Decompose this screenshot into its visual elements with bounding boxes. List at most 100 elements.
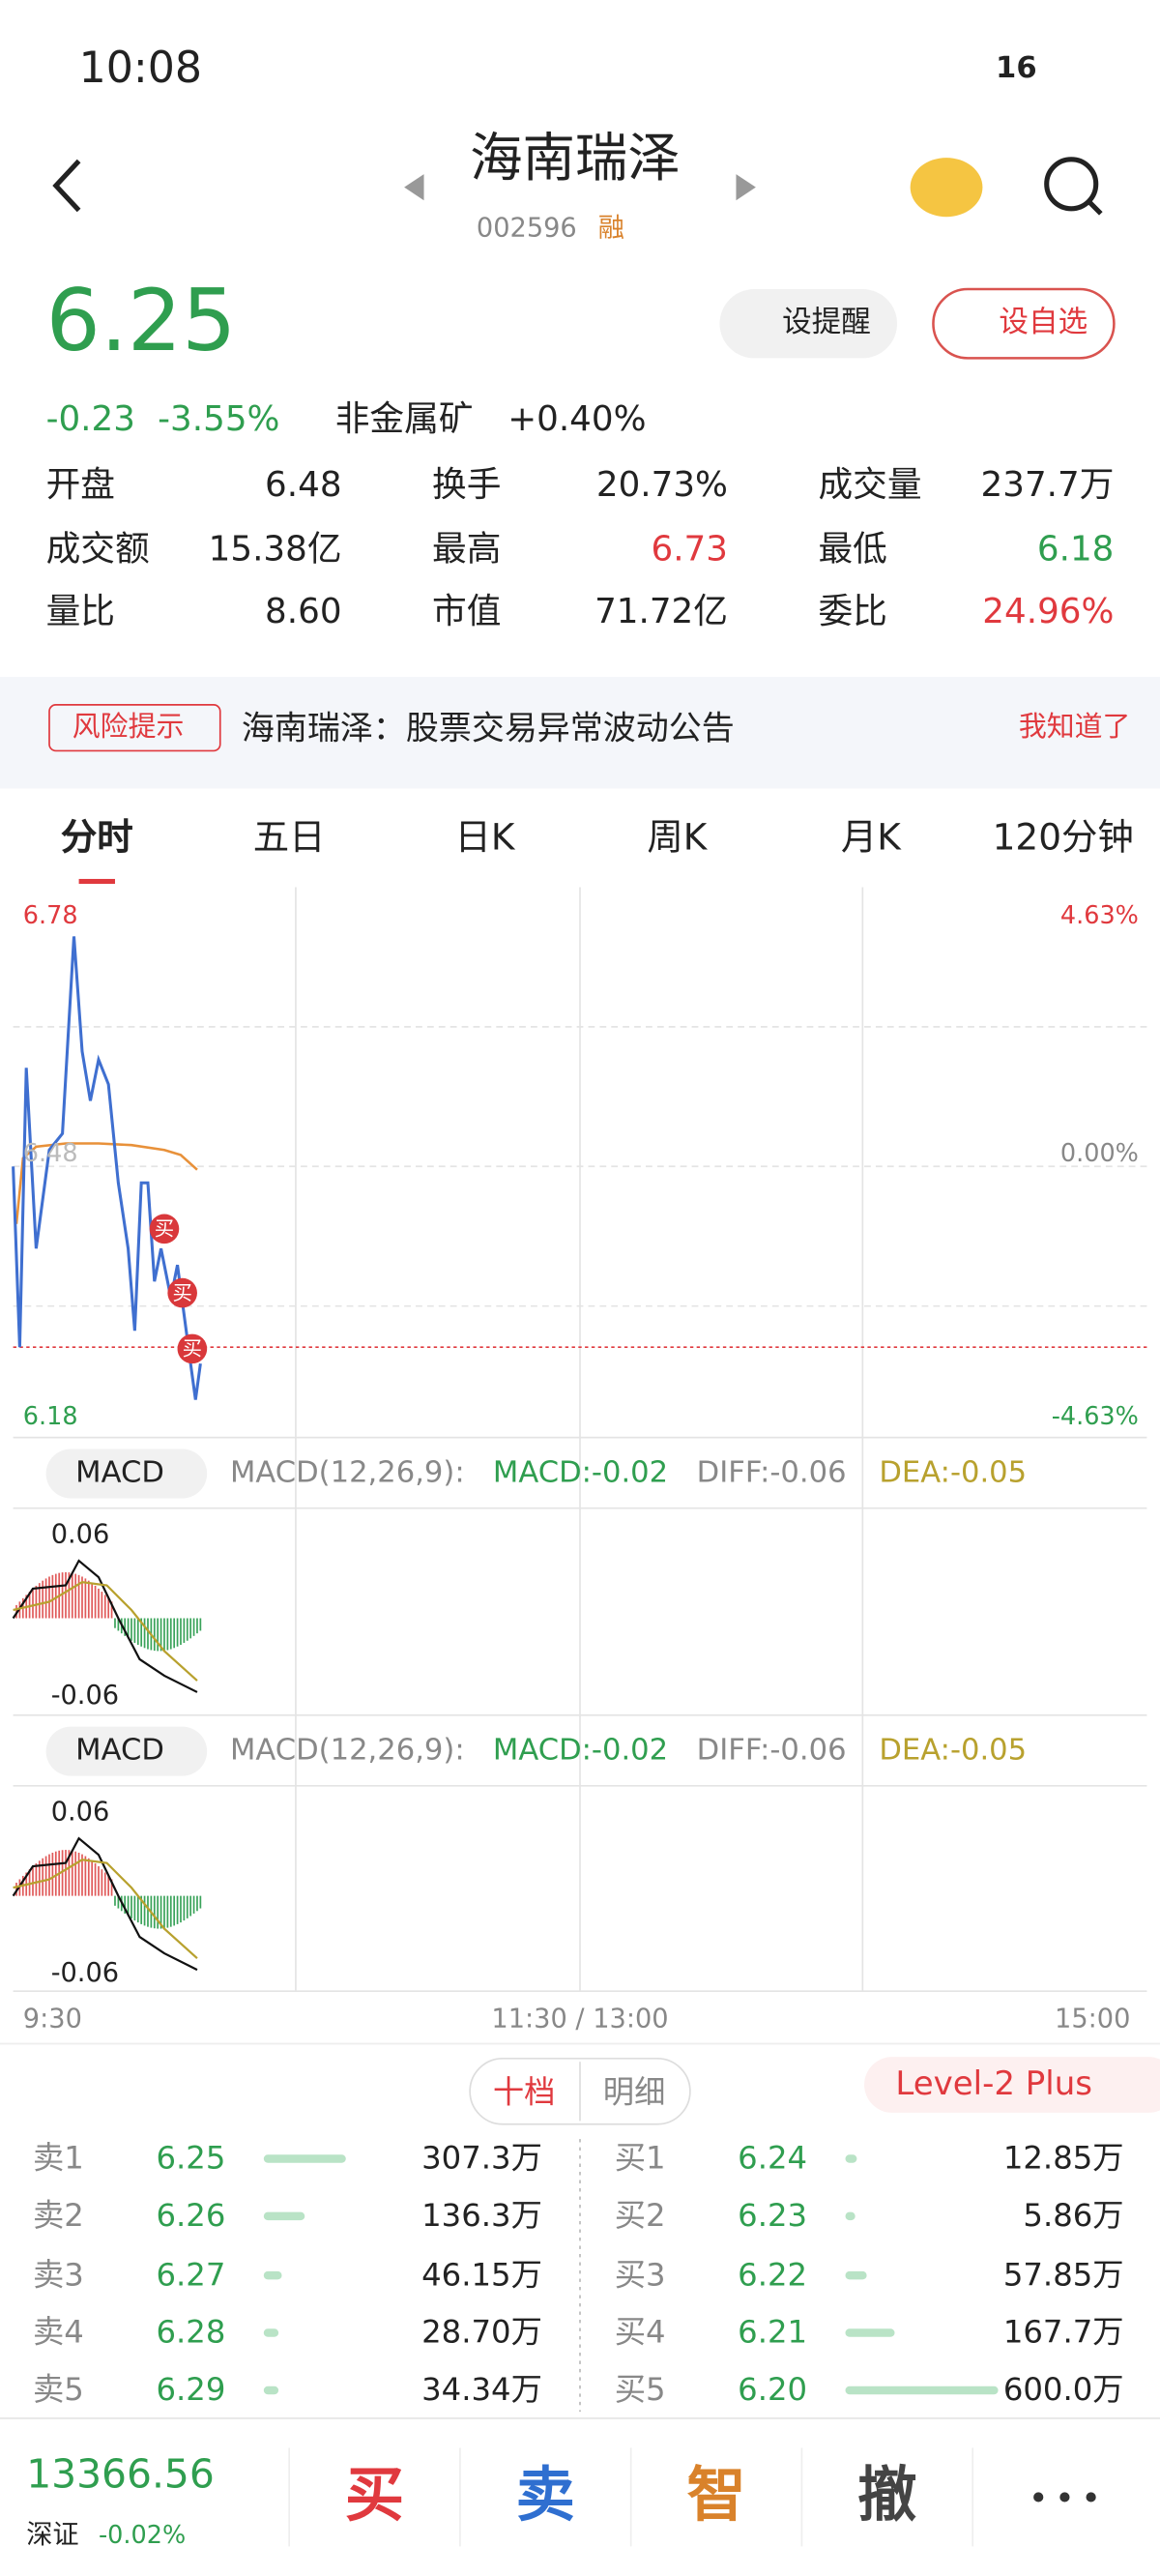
stat-label: 市值 — [432, 590, 502, 630]
level2-chip[interactable] — [864, 2057, 1160, 2113]
level2[interactable]: Level-2 Plus — [895, 2063, 1092, 2103]
stat-label: 开盘 — [45, 463, 115, 504]
macd-bars — [12, 1559, 202, 1972]
ob-tab[interactable]: 明细 — [602, 2073, 666, 2111]
ob-level: 买3 — [614, 2256, 666, 2293]
watch-btn[interactable] — [932, 287, 1116, 360]
macd-bottom: -0.06 — [50, 1679, 120, 1711]
stat-value: 8.60 — [265, 590, 342, 630]
ob-volume: 34.34万 — [421, 2371, 542, 2408]
tab[interactable]: 月K — [840, 818, 901, 860]
ob-level: 卖3 — [32, 2256, 84, 2293]
stat-label: 最低 — [818, 528, 887, 568]
notice-action[interactable]: 我知道了 — [1018, 710, 1131, 744]
prev-icon[interactable] — [404, 174, 424, 201]
decor-line — [12, 1836, 198, 1972]
ob-price: 6.28 — [156, 2314, 226, 2351]
macd-label: MACD — [75, 1455, 164, 1490]
tab[interactable]: 日K — [454, 818, 515, 860]
macd-chip[interactable] — [45, 1449, 208, 1499]
buy-mark: 买 — [154, 1216, 175, 1241]
index-pct: -0.02% — [98, 2519, 187, 2549]
diff-value: DIFF:-0.06 — [696, 1733, 847, 1769]
stat-label: 成交额 — [45, 528, 150, 568]
stat-value: 6.48 — [265, 463, 342, 504]
action-btn[interactable]: 买 — [344, 2462, 405, 2531]
ob-price: 6.29 — [156, 2371, 226, 2408]
tab[interactable]: 120分钟 — [992, 818, 1134, 860]
time-mid: 11:30 / 13:00 — [491, 2003, 669, 2034]
tab[interactable]: 周K — [647, 818, 708, 860]
tab-underline — [78, 878, 115, 885]
diff-value: DIFF:-0.06 — [696, 1455, 847, 1490]
battery: 16 — [996, 50, 1037, 86]
ob-price: 6.22 — [738, 2256, 808, 2293]
ob-volume: 600.0万 — [1002, 2371, 1124, 2408]
mascot[interactable] — [910, 158, 983, 218]
ob-volume: 12.85万 — [1002, 2139, 1124, 2177]
macd-params: MACD(12,26,9): — [229, 1733, 465, 1769]
sector-pct: +0.40% — [508, 398, 647, 438]
action-btn[interactable]: 撤 — [857, 2462, 917, 2531]
macd-top: 0.06 — [50, 1795, 110, 1828]
remind-btn[interactable] — [719, 289, 898, 359]
index: 13366.56 — [26, 2450, 215, 2498]
macd-chip[interactable] — [45, 1726, 208, 1776]
ob-tabs[interactable] — [469, 2057, 691, 2125]
price-low: 6.18 — [22, 1400, 78, 1430]
ob-tab[interactable]: 十档 — [492, 2073, 556, 2111]
macd-value: MACD:-0.02 — [492, 1455, 669, 1490]
sector[interactable]: 非金属矿 — [334, 398, 474, 438]
next-icon[interactable] — [736, 174, 756, 201]
ob-level: 买1 — [614, 2139, 666, 2177]
remind-label[interactable]: 设提醒 — [782, 306, 871, 340]
action-btn[interactable]: 卖 — [515, 2462, 575, 2531]
open-label: 6.48 — [22, 1137, 78, 1168]
back-icon[interactable] — [52, 159, 81, 213]
action-btn[interactable]: 智 — [686, 2462, 746, 2531]
pct-mid: 0.00% — [1059, 1137, 1139, 1168]
macd-params: MACD(12,26,9): — [229, 1455, 465, 1490]
buy-mark: 买 — [172, 1281, 192, 1304]
price-line — [12, 936, 202, 1400]
pct-low: -4.63% — [1051, 1400, 1139, 1430]
dea-value: DEA:-0.05 — [879, 1733, 1028, 1769]
market: 深证 — [26, 2518, 79, 2550]
time-start: 9:30 — [22, 2003, 82, 2034]
ob-volume: 28.70万 — [421, 2314, 542, 2351]
ob-price: 6.20 — [738, 2371, 808, 2408]
ob-volume: 136.3万 — [421, 2197, 542, 2234]
macd-value: MACD:-0.02 — [492, 1733, 669, 1769]
ob-price: 6.24 — [738, 2139, 808, 2177]
change: -0.23 — [45, 398, 135, 438]
ob-volume: 57.85万 — [1002, 2256, 1124, 2293]
stat-value: 24.96% — [982, 590, 1115, 630]
macd-top: 0.06 — [50, 1517, 110, 1550]
stat-label: 委比 — [818, 590, 887, 630]
ob-level: 买2 — [614, 2197, 666, 2234]
action-seps — [288, 2447, 974, 2547]
ob-volume: 167.7万 — [1002, 2314, 1124, 2351]
search-icon[interactable] — [1044, 157, 1099, 212]
macd-label: MACD — [75, 1733, 164, 1769]
ob-level: 卖4 — [32, 2314, 84, 2351]
dea-value: DEA:-0.05 — [879, 1455, 1028, 1490]
tab[interactable]: 分时 — [60, 818, 133, 860]
stat-value: 20.73% — [595, 463, 728, 504]
stat-label: 换手 — [432, 463, 502, 504]
pct-high: 4.63% — [1059, 899, 1139, 929]
ob-bars — [263, 2154, 999, 2395]
ob-price: 6.26 — [156, 2197, 226, 2234]
stat-value: 15.38亿 — [208, 528, 342, 568]
search-handle — [1088, 200, 1103, 216]
tab[interactable]: 五日 — [252, 818, 326, 860]
stat-value: 237.7万 — [980, 463, 1115, 504]
margin-tag: 融 — [597, 212, 624, 244]
watch-label[interactable]: 设自选 — [999, 306, 1088, 340]
ob-price: 6.25 — [156, 2139, 226, 2177]
ob-level: 卖1 — [32, 2139, 84, 2177]
ob-volume: 5.86万 — [1023, 2197, 1124, 2234]
more-icon[interactable] — [1033, 2492, 1096, 2503]
stat-label: 最高 — [432, 528, 502, 568]
